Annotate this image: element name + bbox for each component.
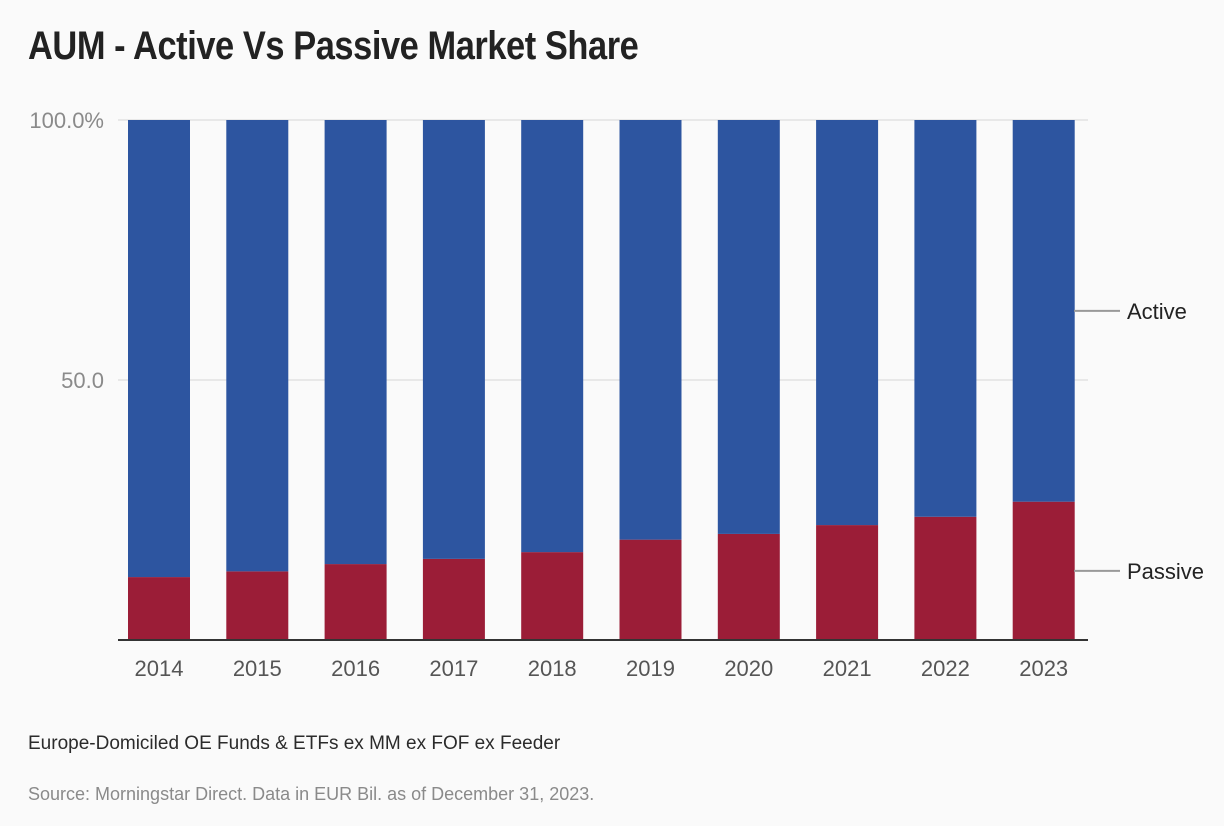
legend-label-active: Active — [1127, 299, 1187, 324]
chart-subtitle: Europe-Domiciled OE Funds & ETFs ex MM e… — [28, 733, 561, 754]
x-tick-label: 2017 — [429, 656, 478, 681]
bar-active-2017 — [422, 120, 485, 559]
bar-passive-2019 — [619, 539, 682, 640]
x-tick-label: 2021 — [823, 656, 872, 681]
bar-active-2014 — [128, 120, 190, 578]
bar-active-2020 — [717, 120, 780, 534]
bar-passive-2021 — [816, 525, 879, 640]
x-tick-label: 2015 — [233, 656, 282, 681]
bar-active-2023 — [1012, 120, 1075, 502]
bar-passive-2020 — [717, 533, 780, 640]
bar-active-2022 — [914, 120, 977, 517]
source-note: Source: Morningstar Direct. Data in EUR … — [28, 784, 595, 804]
bar-passive-2018 — [521, 552, 584, 640]
bar-passive-2015 — [226, 571, 289, 640]
bar-passive-2016 — [324, 564, 387, 640]
bar-active-2021 — [816, 120, 879, 526]
x-tick-label: 2014 — [135, 656, 184, 681]
bar-passive-2017 — [422, 558, 485, 640]
bar-active-2016 — [324, 120, 387, 565]
x-tick-label: 2022 — [921, 656, 970, 681]
bar-active-2018 — [521, 120, 584, 553]
chart-title: AUM - Active Vs Passive Market Share — [28, 24, 639, 68]
x-tick-label: 2023 — [1019, 656, 1068, 681]
bar-passive-2023 — [1012, 501, 1075, 640]
bar-passive-2014 — [128, 577, 190, 640]
y-tick-label: 50.0 — [61, 368, 104, 393]
x-tick-label: 2020 — [724, 656, 773, 681]
y-tick-label: 100.0% — [29, 108, 104, 133]
x-tick-label: 2016 — [331, 656, 380, 681]
bar-passive-2022 — [914, 516, 977, 640]
legend-label-passive: Passive — [1127, 559, 1204, 584]
x-tick-label: 2019 — [626, 656, 675, 681]
x-tick-label: 2018 — [528, 656, 577, 681]
bar-active-2019 — [619, 120, 682, 540]
bar-active-2015 — [226, 120, 289, 572]
